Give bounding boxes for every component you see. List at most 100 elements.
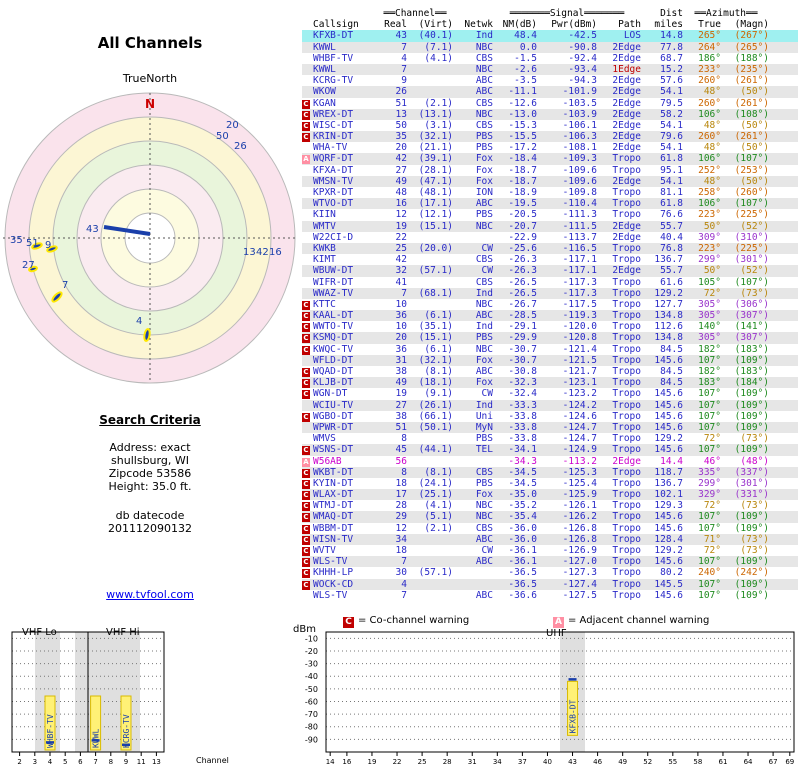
cell-virt: (4.1): [424, 500, 453, 512]
cell-true: 46°: [703, 455, 721, 467]
cell-path: Tropo: [612, 298, 641, 310]
table-row: WTVO-DT 16 (17.1) ABC -19.5 -110.4 Tropo 61.8 10…: [302, 198, 798, 210]
cell-magn: (107°): [734, 198, 769, 210]
cell-pwr: -117.1: [562, 265, 597, 277]
cell-virt: (15.1): [418, 332, 453, 344]
cell-nm: -30.7: [508, 343, 537, 355]
radar-channel-label: 43: [86, 224, 99, 235]
cell-virt: (24.1): [418, 477, 453, 489]
cell-magn: (109°): [734, 399, 769, 411]
table-row: C WMAQ-DT 29 (5.1) NBC -35.4 -126.2 Tropo 145.6 1…: [302, 511, 798, 523]
cell-callsign: WKBT-DT: [313, 466, 354, 478]
cell-miles: 61.6: [660, 276, 683, 288]
cell-netwk: [453, 456, 493, 467]
signal-lobe: [143, 328, 151, 342]
cell-callsign: KWWL: [313, 63, 336, 75]
cell-magn: (109°): [734, 522, 769, 534]
north-icon: N: [145, 97, 155, 111]
cell-callsign: KFXA-DT: [313, 164, 354, 176]
cell-magn: (73°): [740, 287, 769, 299]
cell-marker: C: [302, 98, 313, 109]
cell-pwr: -93.4: [568, 63, 597, 75]
cell-netwk: PBS: [475, 142, 493, 154]
cell-real: 4: [401, 52, 407, 64]
cell-marker: C: [302, 332, 313, 344]
cell-nm: -35.0: [508, 489, 537, 501]
cell-virt: (57.1): [418, 567, 453, 579]
cell-miles: 14.4: [660, 455, 683, 467]
cell-real: 4: [401, 578, 407, 590]
cell-callsign: KCRG-TV: [313, 75, 354, 87]
cell-virt: (9.1): [424, 388, 453, 400]
table-row: C KSMQ-DT 20 (15.1) PBS -29.9 -120.8 Tropo 134.8…: [302, 332, 798, 344]
cell-pwr: -42.5: [568, 30, 597, 42]
cell-virt: (66.1): [418, 410, 453, 422]
cell-pwr: -120.0: [562, 321, 597, 333]
legend-co-channel-text: = Co-channel warning: [358, 615, 470, 626]
cell-marker: C: [302, 109, 313, 120]
cell-nm: -33.8: [508, 433, 537, 445]
cell-miles: 145.6: [654, 421, 683, 433]
cell-pwr: -121.4: [562, 343, 597, 355]
cell-magn: (52°): [740, 220, 769, 232]
cell-nm: -26.7: [508, 298, 537, 310]
cell-true: 233°: [698, 63, 721, 75]
cell-virt: (28.1): [418, 164, 453, 176]
cell-real: 48: [395, 187, 407, 198]
cell-pwr: -125.3: [562, 466, 597, 478]
cell-callsign: WHBF-TV: [313, 52, 354, 64]
table-row: W22CI-D 22 -22.9 -113.7 2Edge 40.4 309° (310°): [302, 232, 798, 243]
cell-nm: -33.3: [508, 399, 537, 411]
cell-magn: (261°): [734, 131, 769, 143]
cell-magn: (73°): [740, 500, 769, 512]
cell-marker: [302, 53, 313, 64]
cell-marker: [302, 187, 313, 198]
cell-real: 51: [395, 421, 407, 433]
cell-path: Tropo: [612, 242, 641, 254]
x-axis-tick: 69: [785, 758, 794, 766]
cell-miles: 136.7: [654, 254, 683, 266]
column-header: ═══════Signal═══════: [509, 8, 625, 19]
cell-callsign: WQRF-DT: [313, 153, 354, 165]
cell-magn: (307°): [734, 332, 769, 344]
cell-pwr: -117.1: [562, 254, 597, 266]
x-axis-tick: 34: [493, 758, 502, 766]
table-row: C KAAL-DT 36 (6.1) ABC -28.5 -119.3 Tropo 134.8 3…: [302, 310, 798, 322]
cell-nm: 0.0: [519, 41, 537, 53]
cell-nm: -26.5: [508, 276, 537, 288]
cell-netwk: MyN: [475, 421, 493, 433]
cell-path: Tropo: [612, 399, 641, 411]
cell-miles: 79.5: [660, 97, 683, 109]
table-row: WMTV 19 (15.1) NBC -20.7 -111.5 2Edge 55.7 50° (5…: [302, 220, 798, 232]
cell-true: 299°: [698, 477, 721, 489]
cell-miles: 54.1: [660, 86, 683, 98]
cell-virt: (8.1): [424, 466, 453, 478]
cell-virt: (50.1): [418, 421, 453, 433]
table-row: WLS-TV 7 ABC -36.6 -127.5 Tropo 145.6 107° (109°…: [302, 590, 798, 601]
tvfool-link[interactable]: www.tvfool.com: [106, 588, 194, 601]
cell-magn: (50°): [740, 86, 769, 98]
cell-marker: [302, 243, 313, 254]
cell-virt: (7.1): [424, 41, 453, 53]
cell-real: 25: [395, 242, 407, 254]
co-channel-warning-icon: C: [302, 379, 310, 389]
cell-magn: (183°): [734, 343, 769, 355]
table-row: C WISC-DT 50 (3.1) CBS -15.3 -106.1 2Edge 54.1 48…: [302, 120, 798, 131]
adjacent-channel-warning-icon: A: [302, 457, 310, 467]
table-row: WMVS 8 PBS -33.8 -124.7 Tropo 129.2 72° (73°): [302, 433, 798, 444]
cell-true: 107°: [698, 578, 721, 590]
cell-pwr: -108.1: [562, 142, 597, 154]
cell-marker: C: [302, 467, 313, 478]
x-axis-tick: 40: [543, 758, 552, 766]
cell-callsign: WISN-TV: [313, 533, 354, 545]
cell-virt: (26.1): [418, 399, 453, 411]
cell-virt: [407, 579, 453, 590]
cell-pwr: -127.5: [562, 589, 597, 601]
cell-nm: -30.8: [508, 366, 537, 377]
cell-miles: 129.2: [654, 433, 683, 445]
cell-nm: -17.2: [508, 142, 537, 154]
table-row: C KRIN-DT 35 (32.1) PBS -15.5 -106.3 2Edge 79.6 2…: [302, 131, 798, 143]
cell-marker: [302, 30, 313, 41]
cell-virt: (32.1): [418, 131, 453, 143]
